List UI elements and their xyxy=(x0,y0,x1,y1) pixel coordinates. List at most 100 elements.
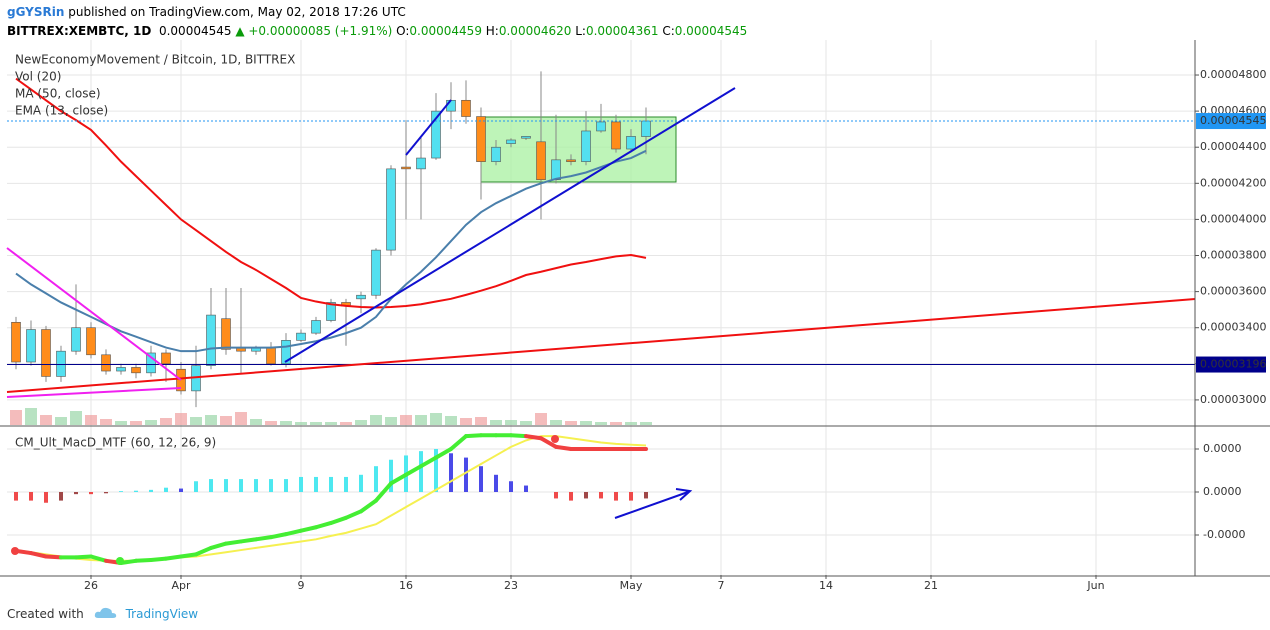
legend-ma: MA (50, close) xyxy=(15,87,101,101)
volume-bar xyxy=(100,419,112,425)
macd-fast-segment xyxy=(344,509,363,520)
x-tick-label: 7 xyxy=(718,579,725,592)
macd-bar xyxy=(629,491,633,501)
y-tick-label: 0.0000 xyxy=(1203,442,1242,455)
c-label: C: xyxy=(662,24,675,38)
candle-body xyxy=(506,139,516,144)
candle-body xyxy=(356,294,366,300)
macd-fast-segment xyxy=(314,520,333,530)
macd-fast-segment xyxy=(134,557,153,563)
candle-body xyxy=(56,350,66,377)
macd-bar xyxy=(374,466,378,492)
trend-line xyxy=(6,387,182,398)
macd-fast-segment xyxy=(209,541,228,550)
volume-bar xyxy=(595,422,607,425)
user[interactable]: gGYSRin xyxy=(7,5,65,19)
macd-bar xyxy=(194,481,198,492)
x-tick-label: 14 xyxy=(819,579,833,592)
macd-bar xyxy=(59,491,63,501)
macd-bar xyxy=(14,491,18,501)
candle-body xyxy=(326,302,336,321)
volume-bar xyxy=(550,420,562,425)
candle-body xyxy=(641,120,651,137)
macd-bar xyxy=(269,479,273,492)
volume-bar xyxy=(175,413,187,425)
brand[interactable]: TradingView xyxy=(125,607,199,621)
volume-bar xyxy=(400,415,412,425)
volume-bar xyxy=(625,422,637,425)
published: published on TradingView.com, May 02, 20… xyxy=(68,5,406,19)
candle-body xyxy=(386,168,396,251)
candle-body xyxy=(26,329,36,363)
candle-body xyxy=(581,130,591,162)
macd-bar xyxy=(29,491,33,501)
macd-bar xyxy=(89,491,93,495)
cross-dot xyxy=(551,435,559,443)
volume-bar xyxy=(640,422,652,425)
candle-body xyxy=(461,99,471,117)
volume-bar xyxy=(160,418,172,425)
y-tick-label: 0.00004800 xyxy=(1200,68,1266,81)
macd-bar xyxy=(209,479,213,492)
macd-bar xyxy=(329,476,333,492)
candle-body xyxy=(611,121,621,150)
macd-bar xyxy=(614,491,618,501)
price-label-bg xyxy=(1196,113,1266,130)
change: ▲ +0.00000085 (+1.91%) xyxy=(235,24,393,38)
macd-fast-segment xyxy=(44,554,63,560)
trend-line xyxy=(284,87,736,363)
x-tick-label: May xyxy=(620,579,643,592)
macd-bar xyxy=(224,479,228,492)
o: 0.00004459 xyxy=(409,24,482,38)
macd-fast-segment xyxy=(509,433,528,439)
y-tick-label: 0.00003600 xyxy=(1200,285,1266,298)
candle-body xyxy=(311,320,321,334)
volume-bar xyxy=(460,418,472,425)
cross-dot xyxy=(11,547,19,555)
volume-bar xyxy=(190,417,202,425)
macd-fast-segment xyxy=(524,434,543,441)
candle-body xyxy=(371,249,381,296)
candle-body xyxy=(161,352,171,365)
macd-bar xyxy=(179,488,183,492)
y-tick-label: -0.0000 xyxy=(1203,528,1245,541)
macd-fast-segment xyxy=(554,444,573,451)
indicator-line xyxy=(15,77,647,309)
arrow-head xyxy=(675,488,693,501)
header: gGYSRin published on TradingView.com, Ma… xyxy=(7,3,747,41)
volume-bar xyxy=(520,421,532,425)
candle-body xyxy=(146,352,156,374)
volume-bar xyxy=(370,415,382,425)
macd-fast-segment xyxy=(464,433,483,439)
cross-dot xyxy=(116,557,124,565)
volume-bar xyxy=(415,415,427,425)
macd-bar xyxy=(239,479,243,492)
legend-ema: EMA (13, close) xyxy=(15,104,108,118)
volume-bar xyxy=(580,421,592,425)
candle-body xyxy=(596,121,606,132)
price-label: 0.00004545 xyxy=(1200,114,1266,127)
candle-body xyxy=(416,157,426,170)
candle-body xyxy=(11,321,21,363)
quote-line: BITTREX:XEMBTC, 1D 0.00004545 ▲ +0.00000… xyxy=(7,22,747,41)
volume-bar xyxy=(505,420,517,425)
candle-body xyxy=(206,314,216,366)
arrow xyxy=(614,491,689,519)
macd-fast-segment xyxy=(269,532,288,540)
volume-bar xyxy=(265,421,277,425)
macd-fast-segment xyxy=(449,434,468,451)
volume-bar xyxy=(85,415,97,425)
x-tick-label: 21 xyxy=(924,579,938,592)
macd-fast-segment xyxy=(29,551,48,559)
h: 0.00004620 xyxy=(498,24,572,38)
macd-fast-segment xyxy=(239,537,258,544)
pane-title: NewEconomyMovement / Bitcoin, 1D, BITTRE… xyxy=(15,53,295,67)
y-tick-label: 0.00003400 xyxy=(1200,321,1266,334)
candle-body xyxy=(296,332,306,341)
volume-bar xyxy=(325,422,337,425)
volume-bar xyxy=(385,417,397,425)
volume-bar xyxy=(610,422,622,425)
candle-body xyxy=(521,136,531,139)
macd-fast-segment xyxy=(149,556,168,562)
